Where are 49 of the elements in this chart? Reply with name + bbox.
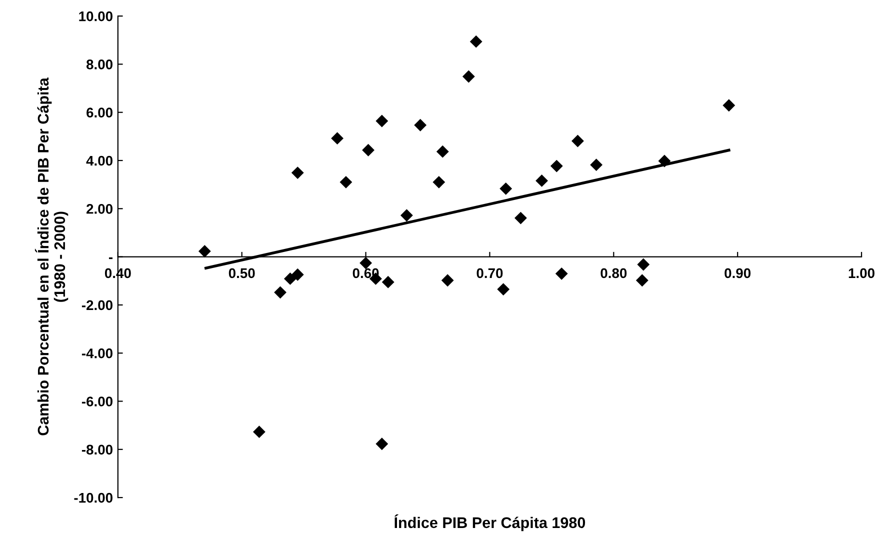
x-tick-label: 0.50: [228, 268, 255, 278]
point: [637, 258, 650, 271]
point: [550, 160, 563, 172]
point: [500, 182, 512, 195]
x-tick-label: 0.80: [600, 268, 627, 278]
point: [555, 267, 568, 280]
point: [382, 276, 394, 288]
y-tick-label: -6.00: [82, 396, 112, 406]
y-axis-title: Cambio Porcentual en el Índice de PIB Per Cápita (1980 - 2000): [34, 78, 68, 436]
point: [441, 274, 454, 287]
point: [362, 144, 374, 156]
point: [722, 99, 736, 112]
x-tick-label: 0.90: [724, 268, 751, 278]
point: [252, 426, 266, 438]
point: [590, 158, 603, 172]
point: [400, 209, 413, 222]
point: [340, 176, 352, 188]
point: [572, 134, 584, 148]
y-tick-label: 10.00: [79, 11, 112, 22]
y-tick-label: 8.00: [86, 60, 112, 70]
point: [432, 176, 446, 188]
x-tick-label: 1.00: [848, 268, 874, 278]
y-tick-label: 6.00: [86, 108, 112, 118]
x-tick-label: 0.70: [476, 268, 503, 278]
point: [414, 118, 427, 132]
point: [291, 166, 304, 179]
point: [658, 154, 671, 168]
point: [284, 272, 296, 285]
point: [291, 268, 304, 281]
point: [274, 286, 286, 299]
y-tick-label: -8.00: [82, 444, 112, 455]
point: [198, 245, 211, 258]
y-tick-label: -2.00: [82, 300, 112, 310]
x-axis-title: Índice PIB Per Cápita 1980: [394, 514, 586, 532]
point: [436, 145, 449, 158]
point: [376, 438, 388, 450]
y-tick-label: 4.00: [86, 156, 112, 166]
point: [536, 174, 548, 187]
point: [636, 274, 648, 287]
point: [470, 35, 482, 48]
y-tick-label: -4.00: [82, 348, 112, 358]
point: [462, 70, 475, 83]
point: [514, 212, 527, 224]
point: [331, 132, 344, 145]
point: [376, 114, 388, 128]
point: [497, 283, 510, 296]
y-tick-label: 2.00: [86, 204, 112, 214]
y-tick-label: -10.00: [74, 492, 112, 503]
y-tick-label: -: [108, 257, 113, 260]
